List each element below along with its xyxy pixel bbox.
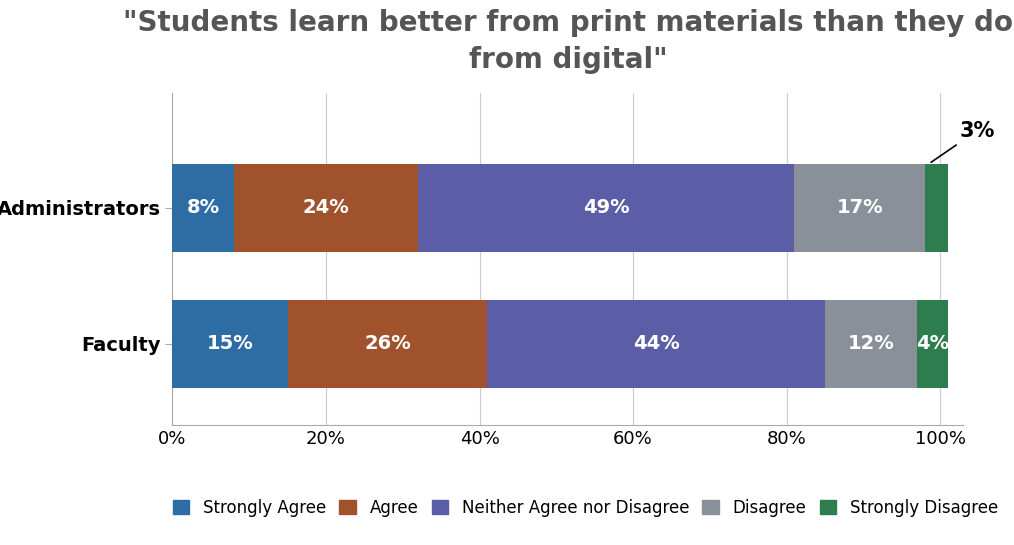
Bar (288, 300, 487, 388)
Text: 4%: 4% (916, 334, 949, 353)
Bar (172, 164, 234, 252)
Bar (487, 300, 825, 388)
Bar (918, 300, 948, 388)
Bar (925, 164, 948, 252)
Text: 15%: 15% (207, 334, 254, 353)
Bar (794, 164, 925, 252)
Text: 17%: 17% (837, 198, 883, 217)
Text: 44%: 44% (633, 334, 679, 353)
Text: 24%: 24% (302, 198, 350, 217)
Text: 26%: 26% (364, 334, 411, 353)
Text: 8%: 8% (187, 198, 220, 217)
Title: "Students learn better from print materials than they do
from digital": "Students learn better from print materi… (123, 9, 1013, 74)
Text: 12%: 12% (848, 334, 894, 353)
Text: 3%: 3% (931, 120, 995, 162)
Bar (418, 164, 794, 252)
Bar (825, 300, 918, 388)
Text: 49%: 49% (583, 198, 630, 217)
Bar (172, 300, 288, 388)
Legend: Strongly Agree, Agree, Neither Agree nor Disagree, Disagree, Strongly Disagree: Strongly Agree, Agree, Neither Agree nor… (172, 499, 998, 517)
Bar (234, 164, 418, 252)
